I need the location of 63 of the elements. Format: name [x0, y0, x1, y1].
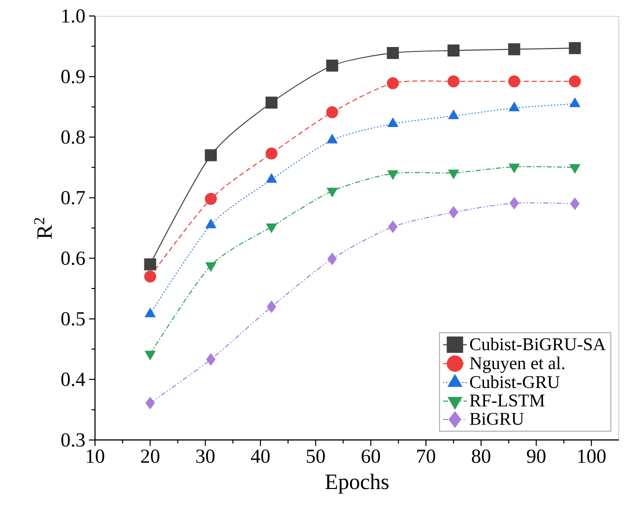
- point: [568, 75, 581, 88]
- point: [266, 174, 277, 183]
- point: [386, 46, 399, 59]
- point: [266, 96, 278, 109]
- x-tick-label: 50: [306, 450, 325, 463]
- point: [570, 164, 580, 174]
- point: [448, 170, 459, 179]
- point: [144, 350, 156, 360]
- point: [508, 75, 520, 88]
- y-tick-label: 0.4: [61, 372, 86, 386]
- y-axis-title: R$^{2}$: [34, 218, 52, 239]
- point: [266, 147, 278, 160]
- legend-label: Nguyen et al.: [470, 356, 564, 373]
- point: [508, 102, 520, 112]
- x-tick-label: 80: [472, 450, 490, 463]
- point: [448, 110, 459, 120]
- point: [206, 353, 216, 366]
- y-tick-label: 1.0: [62, 9, 85, 23]
- point: [448, 75, 460, 88]
- point: [568, 42, 581, 54]
- point: [448, 206, 458, 218]
- x-tick-label: 100: [578, 450, 606, 463]
- point: [326, 60, 338, 72]
- point: [510, 197, 519, 210]
- y-tick-label: 0.9: [61, 70, 85, 84]
- point: [448, 44, 460, 57]
- x-tick-label: 30: [196, 450, 215, 463]
- point: [266, 224, 277, 233]
- legend-label: Cubist-GRU: [470, 376, 560, 388]
- point: [570, 198, 580, 210]
- legend-label: BiGRU: [470, 412, 524, 425]
- point: [386, 77, 399, 90]
- y-tick-label: 0.8: [61, 130, 85, 144]
- point: [570, 98, 580, 108]
- x-tick-label: 90: [526, 450, 546, 463]
- point: [508, 164, 520, 173]
- x-tick-label: 20: [141, 450, 160, 463]
- point: [266, 300, 276, 313]
- point: [204, 149, 217, 162]
- point: [146, 397, 155, 410]
- point: [388, 118, 398, 128]
- point: [388, 220, 398, 233]
- point: [326, 134, 338, 144]
- x-tick-label: 70: [417, 450, 436, 463]
- point: [326, 106, 338, 118]
- point: [326, 188, 338, 198]
- point: [388, 170, 398, 180]
- y-tick-label: 0.7: [61, 190, 85, 204]
- point: [508, 43, 520, 56]
- y-tick-label: 0.3: [61, 433, 85, 447]
- point: [144, 258, 156, 270]
- point: [328, 252, 337, 265]
- x-tick-label: 40: [250, 450, 270, 463]
- point: [206, 262, 216, 272]
- point: [144, 270, 156, 282]
- point: [204, 192, 217, 205]
- x-tick-label: 10: [86, 450, 104, 463]
- y-tick-label: 0.6: [61, 252, 85, 266]
- x-tick-label: 60: [362, 450, 380, 463]
- legend-label: Cubist-BiGRU-SA: [470, 338, 606, 350]
- legend-label: RF-LSTM: [470, 394, 545, 407]
- y-tick-label: 0.5: [61, 312, 85, 326]
- x-axis-title: Epochs: [325, 474, 388, 494]
